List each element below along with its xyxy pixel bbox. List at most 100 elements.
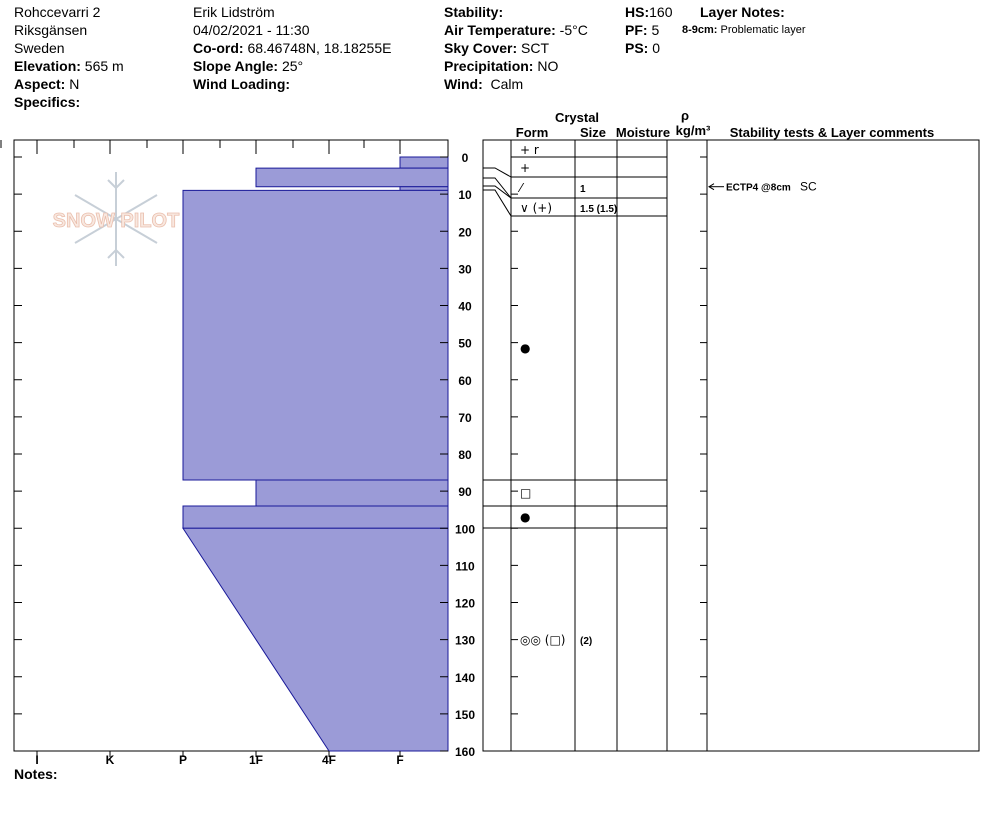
- elevation-row: Elevation: 565 m: [14, 57, 124, 75]
- profile-layer-1: [255, 167, 449, 188]
- profile-layer-3: [182, 189, 449, 481]
- wind-label: Wind:: [444, 76, 483, 92]
- slope-row: Slope Angle: 25°: [193, 57, 391, 75]
- grain-form-1: +: [520, 161, 530, 175]
- grain-form-3: ∨ (+): [520, 201, 552, 215]
- weather-block: Stability: Air Temperature: -5°C Sky Cov…: [444, 3, 588, 93]
- hardness-label-I: I: [35, 753, 38, 767]
- depth-axis: 0 10 20 30 40 50 60 70 80 90 100 110 120 130 140 150 160: [14, 151, 475, 759]
- rho-header: ρ: [681, 108, 689, 123]
- air-temp-row: Air Temperature: -5°C: [444, 21, 588, 39]
- depth-label-140: 140: [455, 671, 475, 685]
- profile-layers: [182, 156, 449, 752]
- stability-character-0: SC: [800, 180, 817, 194]
- hardness-label-1F: 1F: [249, 753, 263, 767]
- profile-layer-2: [399, 186, 449, 191]
- wind-value: Calm: [490, 76, 524, 92]
- precip-value: NO: [537, 58, 559, 74]
- layer-note-depth: 8-9cm:: [682, 24, 718, 36]
- depth-label-70: 70: [458, 411, 472, 425]
- region-name: Riksgänsen: [14, 22, 88, 38]
- depth-label-110: 110: [455, 559, 475, 573]
- aspect-value: N: [69, 76, 80, 92]
- hs-value: 160: [649, 4, 673, 20]
- depth-label-150: 150: [455, 708, 475, 722]
- grain-size-3: 1.5 (1.5): [580, 204, 617, 215]
- depth-label-0: 0: [462, 151, 469, 165]
- ps-label: PS:: [625, 40, 649, 56]
- depth-label-40: 40: [458, 300, 472, 314]
- sky-label: Sky Cover:: [444, 40, 518, 56]
- depth-label-30: 30: [458, 262, 472, 276]
- snowpilot-logo: SNOW PILOT: [52, 172, 180, 266]
- crystal-header: Crystal: [555, 110, 599, 125]
- slope-value: 25°: [281, 58, 304, 74]
- grain-form-7: ◎◎ (□): [520, 633, 565, 647]
- observer-name: Erik Lidström: [193, 4, 275, 20]
- wind-loading-label: Wind Loading:: [193, 76, 291, 92]
- depth-label-100: 100: [455, 522, 475, 536]
- layer-notes-label: Layer Notes:: [700, 4, 785, 20]
- hardness-label-P: P: [179, 753, 187, 767]
- elevation-label: Elevation:: [14, 58, 81, 74]
- depth-label-20: 20: [458, 225, 472, 239]
- table-rows: + r + ⁄ 1 ∨ (+) 1.5 (1.5) ● □ ● ◎◎ (□) (2): [483, 143, 667, 647]
- precip-row: Precipitation: NO: [444, 57, 588, 75]
- depth-label-120: 120: [455, 597, 475, 611]
- coord-value: 68.46748N, 18.18255E: [247, 40, 392, 56]
- depth-label-60: 60: [458, 374, 472, 388]
- wind-loading-row: Wind Loading:: [193, 75, 391, 93]
- aspect-row: Aspect: N: [14, 75, 124, 93]
- sky-row: Sky Cover: SCT: [444, 39, 588, 57]
- layer-notes-block: Layer Notes: 8-9cm: Problematic layer: [682, 3, 806, 39]
- hs-row: HS:160: [625, 3, 672, 21]
- moisture-header: Moisture: [616, 125, 670, 140]
- snowpack-block: HS:160 PF: 5 PS: 0: [625, 3, 672, 57]
- table-frame: [482, 139, 980, 752]
- layer-connector-3: [483, 189, 512, 217]
- stability-row: Stability:: [444, 3, 588, 21]
- air-temp-value: -5°C: [559, 22, 588, 38]
- hardness-label-F: F: [396, 753, 403, 767]
- layer-connector-0: [483, 167, 512, 178]
- grain-form-0: + r: [520, 143, 539, 157]
- form-header: Form: [516, 125, 549, 140]
- ps-value: 0: [652, 40, 661, 56]
- depth-label-50: 50: [458, 337, 472, 351]
- size-header: Size: [580, 125, 606, 140]
- layer-note-item: 8-9cm: Problematic layer: [682, 21, 806, 39]
- depth-label-80: 80: [458, 448, 472, 462]
- precip-label: Precipitation:: [444, 58, 534, 74]
- grain-form-6: ●: [520, 510, 530, 524]
- grain-form-4: ●: [520, 341, 530, 355]
- grain-size-2: 1: [580, 184, 586, 195]
- wind-row: Wind: Calm: [444, 75, 588, 93]
- location-name: Rohccevarri 2: [14, 4, 101, 20]
- hs-label: HS:: [625, 4, 650, 20]
- depth-label-130: 130: [455, 634, 475, 648]
- grain-size-7: (2): [580, 636, 592, 647]
- depth-label-160: 160: [455, 745, 475, 759]
- slope-label: Slope Angle:: [193, 58, 279, 74]
- observation-datetime: 04/02/2021 - 11:30: [193, 22, 310, 38]
- pf-value: 5: [651, 22, 660, 38]
- comments-header: Stability tests & Layer comments: [730, 125, 934, 140]
- profile-layer-5: [182, 505, 449, 529]
- observer-block: Erik Lidström 04/02/2021 - 11:30 Co-ord:…: [193, 3, 391, 93]
- aspect-label: Aspect:: [14, 76, 66, 92]
- pf-label: PF:: [625, 22, 648, 38]
- specifics-row: Specifics:: [14, 93, 124, 111]
- air-temp-label: Air Temperature:: [444, 22, 556, 38]
- stability-test-annotation: ECTP4 @8cm SC: [708, 180, 817, 194]
- logo-text: SNOW PILOT: [53, 210, 180, 232]
- profile-layer-4: [255, 479, 449, 507]
- specifics-label: Specifics:: [14, 94, 81, 110]
- profile-layer-0: [399, 156, 449, 169]
- layer-table: [482, 139, 980, 752]
- coord-label: Co-ord:: [193, 40, 244, 56]
- profile-layer-6: [182, 527, 449, 752]
- hardness-label-K: K: [106, 753, 115, 767]
- location-block: Rohccevarri 2 Riksgänsen Sweden Elevatio…: [14, 3, 124, 111]
- layer-connector-1: [483, 177, 512, 199]
- snowflake-icon: [74, 172, 158, 266]
